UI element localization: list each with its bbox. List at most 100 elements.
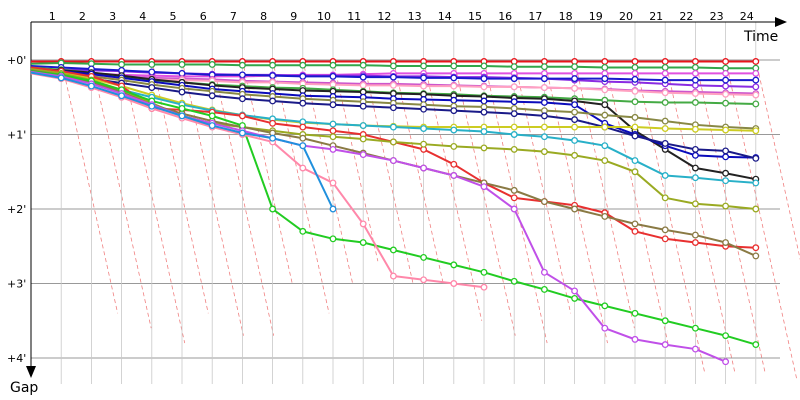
x-tick-label-21: 21	[649, 10, 663, 23]
series-12-point-17	[540, 112, 548, 120]
series-14-point-13	[420, 125, 428, 132]
series-15-point-10	[329, 127, 337, 135]
series-17-point-18	[571, 205, 579, 213]
series-16-point-21	[661, 194, 669, 202]
series-21-point-8	[269, 134, 277, 142]
time-slant-line-14	[453, 59, 516, 336]
series-5-point-14	[450, 74, 458, 82]
series-17-point-21	[661, 226, 669, 234]
series-12-point-9	[299, 99, 307, 107]
series-7-point-18	[571, 84, 579, 92]
series-16-point-23	[722, 202, 730, 210]
series-10-point-14	[450, 96, 458, 104]
series-12-point-8	[269, 97, 277, 105]
series-1-point-22	[691, 58, 699, 65]
y-tick-label-4: +4'	[7, 352, 26, 365]
series-10-point-17	[540, 99, 548, 106]
x-tick-label-16: 16	[498, 10, 512, 23]
series-15-point-7	[238, 112, 246, 120]
series-18-point-23	[722, 332, 730, 340]
series-14-point-17	[540, 133, 548, 141]
series-14-point-18	[571, 137, 579, 144]
series-15-point-14	[450, 160, 458, 168]
series-21-point-7	[238, 129, 246, 137]
series-14-point-22	[691, 174, 699, 182]
axes	[26, 17, 787, 378]
time-slant-line-10	[332, 59, 379, 262]
series-17-point-17	[540, 198, 548, 205]
y-tick-label-1: +1'	[7, 129, 26, 142]
series-15-point-16	[510, 194, 518, 202]
series-9-point-22	[691, 164, 699, 172]
series-12-point-20	[631, 132, 639, 140]
series-1-point-23	[722, 58, 730, 65]
series-18-point-10	[329, 235, 337, 243]
series-18-point-9	[299, 227, 307, 235]
series-12-point-12	[389, 104, 397, 112]
series-7-point-24	[752, 91, 760, 99]
series-14-point-20	[631, 157, 639, 165]
series-8-point-21	[661, 99, 669, 106]
series-1-point-24	[752, 58, 760, 65]
time-slant-line-12	[393, 59, 444, 284]
series-11-point-20	[631, 113, 639, 121]
series-16-point-24	[752, 205, 760, 213]
x-tick-label-10: 10	[317, 10, 331, 23]
series-19-point-19	[601, 324, 609, 332]
series-2-point-17	[540, 63, 548, 71]
series-19-point-12	[389, 157, 397, 165]
series-18-point-6	[208, 112, 216, 120]
series-2-point-13	[420, 62, 428, 70]
series-16-point-20	[631, 168, 639, 176]
x-tick-label-15: 15	[468, 10, 482, 23]
series-1-point-20	[631, 58, 639, 65]
series-5-point-24	[752, 76, 760, 84]
series-5-point-15	[480, 75, 488, 83]
time-slant-line-2	[91, 59, 152, 329]
series-19-line	[30, 70, 726, 363]
x-tick-label-1: 1	[49, 10, 56, 23]
series-17-point-22	[691, 231, 699, 239]
series-20-line	[30, 72, 485, 289]
series-15-point-21	[661, 235, 669, 243]
time-slant-line-20	[634, 59, 706, 373]
x-tick-label-23: 23	[710, 10, 724, 23]
series-9-point-19	[601, 101, 609, 109]
series-16-point-19	[601, 157, 609, 165]
series-18-point-18	[571, 294, 579, 302]
y-tick-labels: +0' +1' +2' +3' +4'	[7, 54, 26, 365]
x-tick-label-5: 5	[170, 10, 177, 23]
series-13-point-23	[722, 126, 730, 134]
series-3-point-20	[631, 69, 639, 77]
series-16-point-14	[450, 142, 458, 150]
x-tick-label-4: 4	[139, 10, 146, 23]
series-18-point-16	[510, 277, 518, 285]
series-10-point-23	[722, 153, 730, 161]
series-4-point-23	[722, 82, 730, 90]
series-5-point-23	[722, 76, 730, 84]
series-16-point-11	[359, 135, 367, 143]
series-14-point-16	[510, 131, 518, 138]
series-2-point-9	[299, 61, 307, 69]
series-14-point-23	[722, 177, 730, 185]
series-2-point-14	[450, 62, 458, 70]
time-slant-line-23	[725, 59, 798, 381]
series-18-point-22	[691, 324, 699, 332]
series-7-point-12	[389, 81, 397, 89]
series-7-point-11	[359, 81, 367, 89]
series-17-point-16	[510, 186, 518, 194]
series-14-point-15	[480, 128, 488, 135]
series-17-point-20	[631, 220, 639, 228]
series-7-point-22	[691, 90, 699, 97]
series-8-point-20	[631, 98, 639, 106]
series-20-point-11	[359, 220, 367, 228]
series-18-point-20	[631, 309, 639, 317]
series-19-point-17	[540, 268, 548, 276]
series-5-point-21	[661, 76, 669, 84]
series-layer	[30, 58, 760, 366]
series-21-point-2	[87, 82, 95, 90]
series-12-point-15	[480, 108, 488, 116]
series-2-point-7	[238, 61, 246, 69]
series-17-point-9	[299, 134, 307, 142]
